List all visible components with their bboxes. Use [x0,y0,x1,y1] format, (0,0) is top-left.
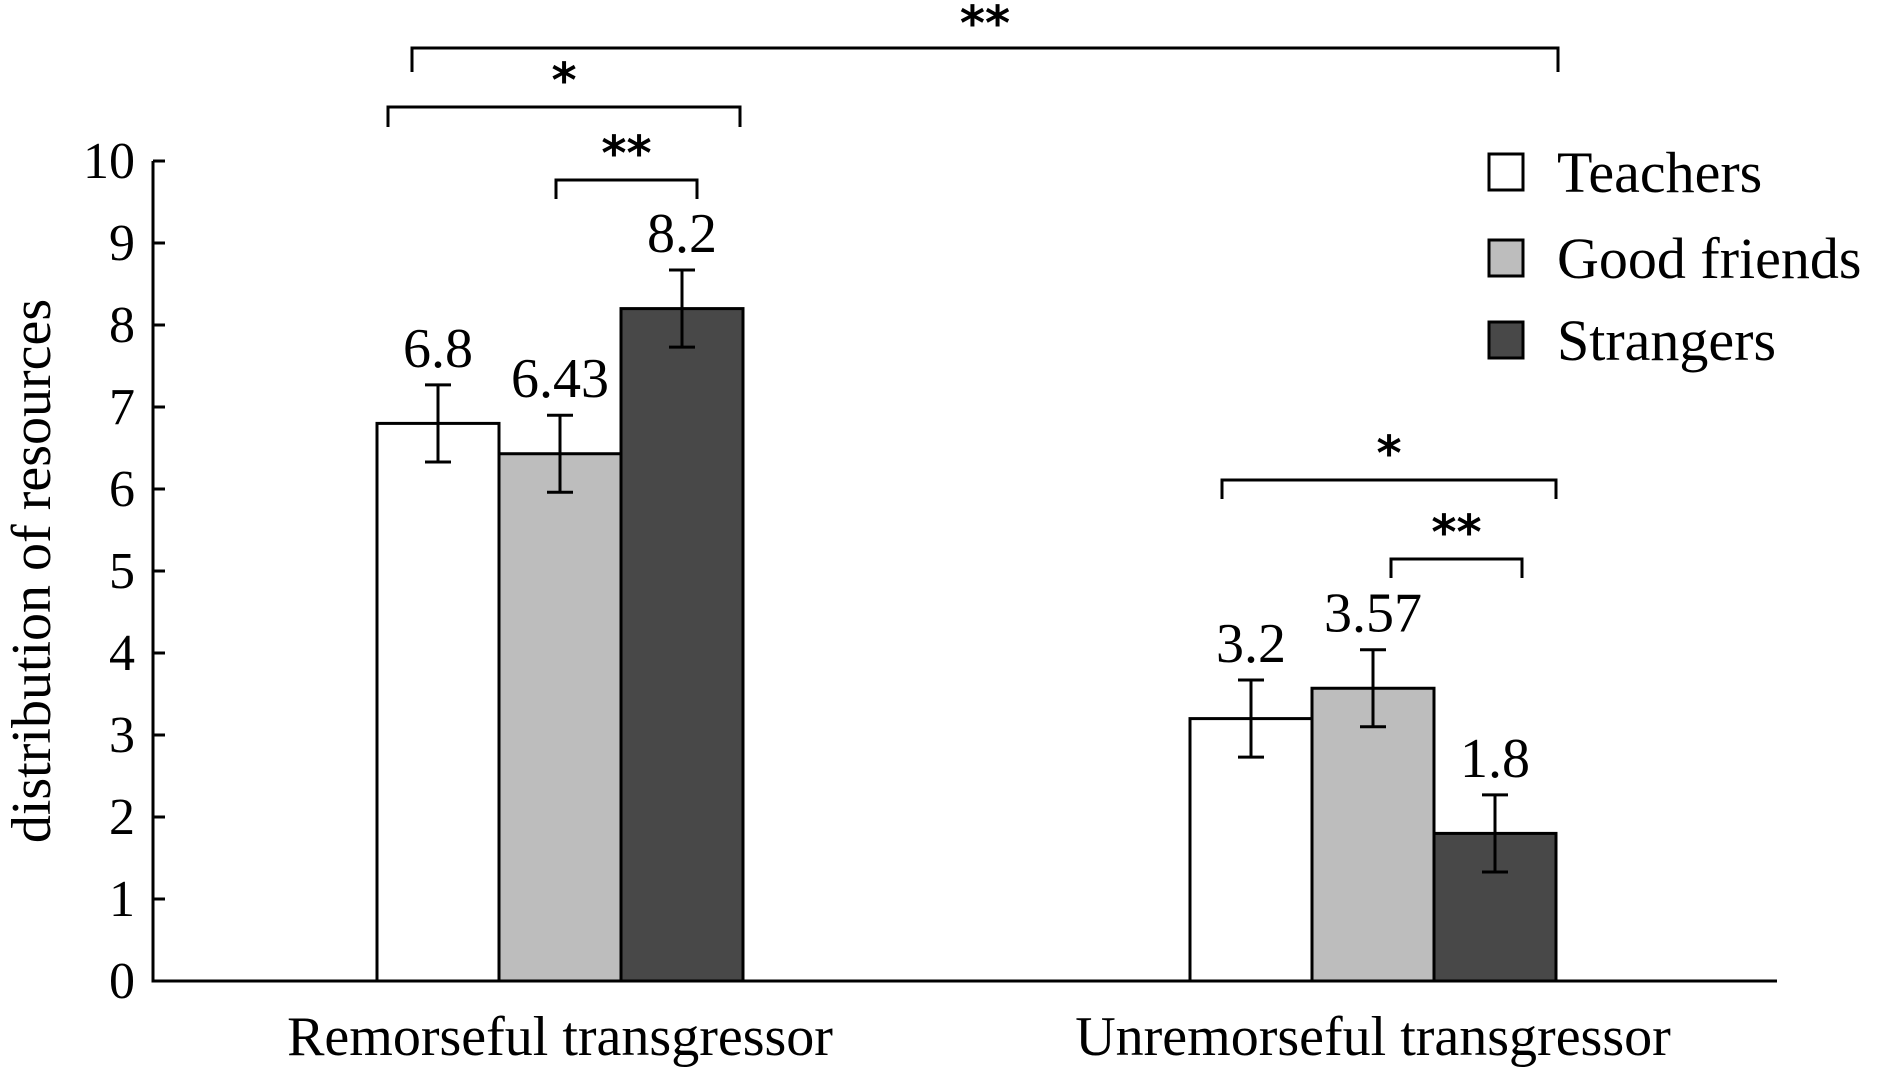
data-label: 3.57 [1324,583,1422,645]
legend-label: Good friends [1557,226,1861,291]
legend-swatch [1487,152,1525,192]
bars: 6.8 6.43 8.2 3.2 3.57 1.8 [375,203,1558,983]
error-bar [1360,648,1386,729]
y-tick-label: 6 [109,461,135,518]
legend-label: Teachers [1557,140,1762,205]
data-label: 6.8 [403,318,473,380]
significance-label: * [1376,426,1401,482]
significance-label: ** [1431,505,1481,561]
significance-brackets: ******** [386,0,1560,578]
y-tick-label: 2 [109,789,135,846]
bar [619,307,745,983]
legend-swatch [1487,320,1525,360]
bar [497,452,623,983]
y-axis-label: distribution of resources [1,299,63,843]
bar [1310,686,1436,983]
x-tick-label: Remorseful transgressor [287,1006,833,1068]
y-tick-label: 1 [109,871,135,928]
data-label: 1.8 [1460,728,1530,790]
error-bar [1482,793,1508,874]
significance-bracket [1389,557,1524,578]
significance-label: ** [601,126,651,182]
x-tick-label: Unremorseful transgressor [1075,1006,1671,1068]
legend-swatch [1487,238,1525,278]
data-label: 6.43 [511,348,609,410]
error-bar [669,268,695,349]
significance-bracket [554,178,699,199]
error-bar [547,413,573,494]
y-tick-label: 9 [109,215,135,272]
error-bar [1238,678,1264,759]
error-bar [425,383,451,464]
y-tick-label: 10 [83,133,135,190]
significance-bracket [1220,478,1558,499]
y-tick-label: 4 [109,625,135,682]
y-tick-label: 3 [109,707,135,764]
data-label: 8.2 [647,203,717,265]
axes: 0 1 2 3 4 5 6 7 8 9 10 Remorseful transgressor Unrem… [83,133,1777,1068]
significance-label: * [551,53,576,109]
y-tick-label: 8 [109,297,135,354]
y-tick-label: 0 [109,953,135,1010]
bar [1188,717,1314,983]
bar [375,421,501,983]
y-tick-label: 5 [109,543,135,600]
significance-label: ** [960,0,1010,52]
significance-bracket [410,46,1560,72]
y-tick-label: 7 [109,379,135,436]
significance-bracket [386,105,742,127]
legend: Teachers Good friends Strangers [1487,140,1861,373]
data-label: 3.2 [1216,613,1286,675]
legend-label: Strangers [1557,308,1776,373]
